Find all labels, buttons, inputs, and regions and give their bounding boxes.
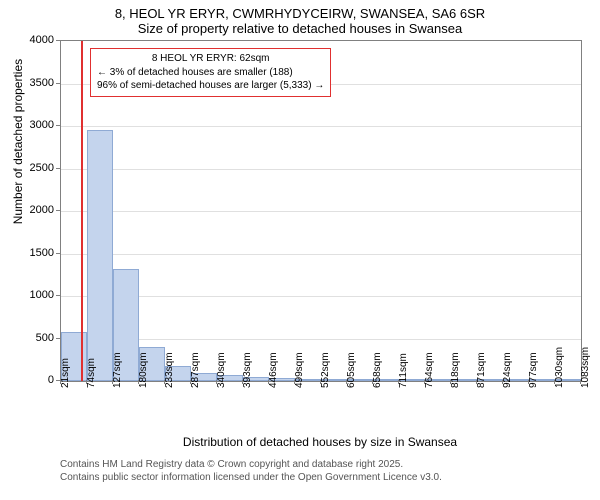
annotation-line1: 8 HEOL YR ERYR: 62sqm [97, 52, 324, 66]
y-tick-label: 500 [14, 332, 54, 344]
chart-title-line1: 8, HEOL YR ERYR, CWMRHYDYCEIRW, SWANSEA,… [0, 0, 600, 21]
grid-line [61, 126, 581, 127]
y-tick-mark [56, 83, 60, 84]
y-tick-mark [56, 295, 60, 296]
marker-line [81, 41, 83, 381]
y-tick-label: 3500 [14, 77, 54, 89]
grid-line [61, 254, 581, 255]
y-tick-label: 2000 [14, 204, 54, 216]
y-tick-label: 2500 [14, 162, 54, 174]
footer-line2: Contains public sector information licen… [60, 471, 442, 484]
y-tick-label: 1000 [14, 289, 54, 301]
grid-line [61, 169, 581, 170]
annotation-line3: 96% of semi-detached houses are larger (… [97, 79, 324, 93]
footer-line1: Contains HM Land Registry data © Crown c… [60, 458, 442, 471]
grid-line [61, 211, 581, 212]
y-tick-mark [56, 40, 60, 41]
chart-title-line2: Size of property relative to detached ho… [0, 21, 600, 36]
histogram-bar [87, 130, 113, 381]
annotation-line2: ← 3% of detached houses are smaller (188… [97, 66, 324, 80]
y-tick-mark [56, 125, 60, 126]
y-tick-mark [56, 253, 60, 254]
y-tick-mark [56, 338, 60, 339]
grid-line [61, 339, 581, 340]
y-tick-mark [56, 210, 60, 211]
chart-container: 8, HEOL YR ERYR, CWMRHYDYCEIRW, SWANSEA,… [0, 0, 600, 500]
y-tick-mark [56, 168, 60, 169]
y-tick-label: 3000 [14, 119, 54, 131]
grid-line [61, 296, 581, 297]
y-tick-label: 0 [14, 374, 54, 386]
annotation-box: 8 HEOL YR ERYR: 62sqm ← 3% of detached h… [90, 48, 331, 97]
y-tick-label: 4000 [14, 34, 54, 46]
y-tick-label: 1500 [14, 247, 54, 259]
x-axis-label: Distribution of detached houses by size … [60, 435, 580, 449]
chart-footer: Contains HM Land Registry data © Crown c… [60, 458, 442, 484]
